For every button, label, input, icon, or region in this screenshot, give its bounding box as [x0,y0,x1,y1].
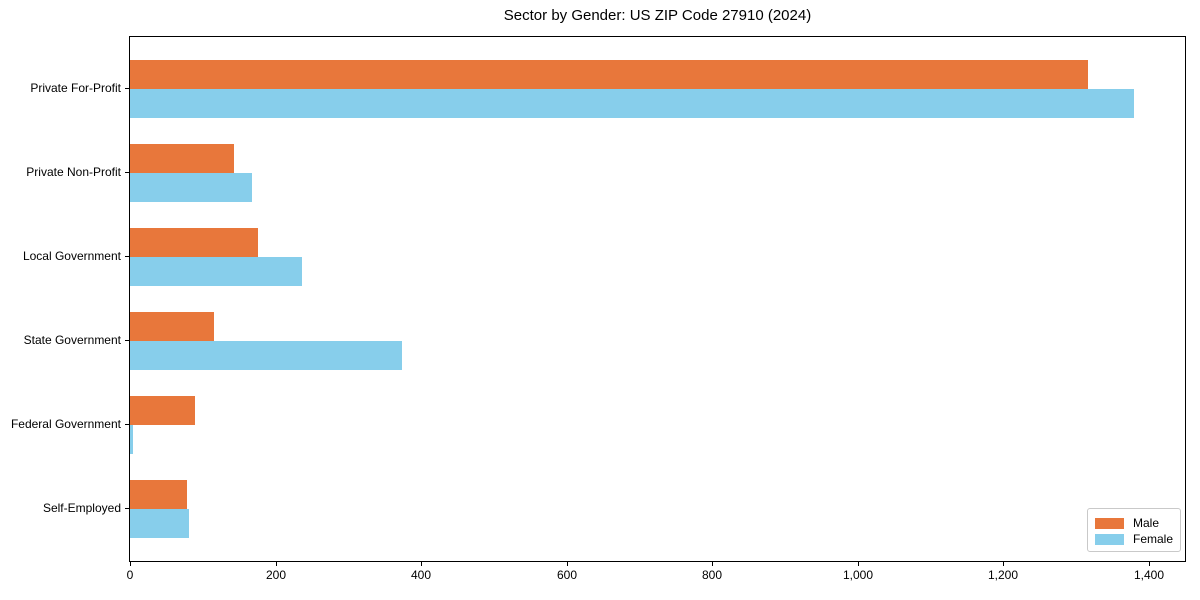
y-tick-label: State Government [23,333,121,347]
legend-item-female: Female [1095,531,1174,547]
x-tick-mark [858,562,859,566]
plot-area [129,36,1186,562]
x-tick-label: 600 [556,568,578,582]
bar-female-state-government [130,341,402,370]
y-tick-mark [125,88,129,89]
x-tick-label: 800 [701,568,723,582]
bar-female-private-non-profit [130,173,252,202]
legend: Male Female [1087,508,1181,552]
x-tick-label: 0 [126,568,134,582]
y-tick-mark [125,424,129,425]
y-tick-label: Private Non-Profit [26,165,121,179]
y-tick-mark [125,172,129,173]
bar-male-state-government [130,312,214,341]
x-tick-mark [567,562,568,566]
x-tick-label: 400 [410,568,432,582]
chart-title: Sector by Gender: US ZIP Code 27910 (202… [503,7,812,24]
x-tick-mark [130,562,131,566]
bar-male-self-employed [130,480,187,509]
legend-label-female: Female [1133,532,1174,546]
x-tick-mark [1003,562,1004,566]
bar-male-private-non-profit [130,144,234,173]
bar-male-private-for-profit [130,60,1088,89]
bar-male-federal-government [130,396,195,425]
x-tick-mark [1149,562,1150,566]
y-tick-mark [125,508,129,509]
y-tick-mark [125,256,129,257]
male-color-swatch [1095,517,1124,529]
bar-female-local-government [130,257,302,286]
bar-female-federal-government [130,425,133,454]
female-color-swatch [1095,533,1124,545]
x-tick-label: 200 [265,568,287,582]
legend-label-male: Male [1133,516,1160,530]
y-tick-label: Federal Government [10,417,121,431]
x-tick-label: 1,200 [987,568,1019,582]
y-tick-label: Local Government [22,249,121,263]
legend-item-male: Male [1095,515,1172,531]
bar-male-local-government [130,228,258,257]
y-tick-mark [125,340,129,341]
x-tick-label: 1,400 [1133,568,1165,582]
x-tick-label: 1,000 [842,568,874,582]
x-tick-mark [421,562,422,566]
y-tick-label: Private For-Profit [30,81,121,95]
x-tick-mark [276,562,277,566]
x-tick-mark [712,562,713,566]
y-tick-label: Self-Employed [42,501,121,515]
bar-female-private-for-profit [130,89,1134,118]
bar-female-self-employed [130,509,189,538]
